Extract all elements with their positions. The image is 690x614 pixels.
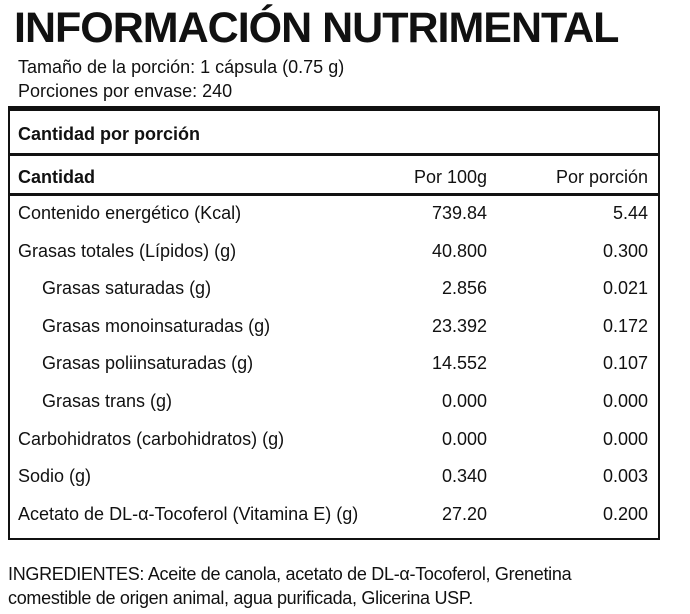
section-title: Cantidad por porción — [18, 124, 200, 144]
column-header: Por porción — [555, 167, 648, 187]
per-100g: 0.000 — [441, 391, 487, 411]
ingredients: INGREDIENTES: Aceite de canola, acetato … — [8, 564, 572, 584]
per-serving: 0.021 — [602, 278, 648, 299]
per-100g: 14.552 — [431, 353, 487, 374]
per-100g: 23.392 — [431, 315, 487, 336]
per-serving: 0.172 — [602, 315, 648, 336]
rule — [8, 193, 660, 196]
per-serving: 5.44 — [612, 203, 648, 223]
rule — [8, 538, 660, 540]
nutrient-name: Grasas totales (Lípidos) (g) — [18, 240, 237, 261]
nutrient-name: Acetato de DL-α-Tocoferol (Vitamina E) (… — [18, 503, 359, 524]
per-100g: 27.20 — [441, 503, 487, 524]
border — [8, 107, 10, 539]
nutrient-name: Carbohidratos (carbohidratos) (g) — [18, 428, 285, 449]
per-serving: 0.107 — [602, 353, 648, 374]
per-100g: 739.84 — [431, 203, 487, 223]
per-serving: 0.000 — [602, 428, 648, 449]
serving-size: Tamaño de la porción: 1 cápsula (0.75 g) — [18, 57, 345, 77]
border — [658, 107, 660, 539]
nutrient-name: Grasas poliinsaturadas (g) — [42, 353, 254, 374]
column-header: Por 100g — [413, 167, 487, 187]
per-100g: 0.000 — [441, 428, 487, 449]
nutrient-name: Grasas monoinsaturadas (g) — [42, 315, 271, 336]
per-serving: 0.200 — [602, 503, 648, 524]
column-header: Cantidad — [18, 167, 96, 187]
rule — [8, 106, 660, 111]
ingredients: comestible de origen animal, agua purifi… — [8, 588, 473, 608]
nutrient-name: Grasas saturadas (g) — [42, 278, 212, 299]
nutrient-name: Sodio (g) — [18, 466, 92, 487]
nutrient-name: Grasas trans (g) — [42, 391, 173, 411]
per-100g: 40.800 — [431, 240, 487, 261]
per-100g: 0.340 — [441, 466, 487, 487]
per-serving: 0.003 — [602, 466, 648, 487]
per-100g: 2.856 — [441, 278, 487, 299]
per-serving: 0.300 — [602, 240, 648, 261]
nutrient-name: Contenido energético (Kcal) — [18, 203, 242, 223]
servings-per-container: Porciones por envase: 240 — [18, 81, 233, 101]
rule — [8, 153, 660, 156]
per-serving: 0.000 — [602, 391, 648, 411]
title: INFORMACIÓN NUTRIMENTAL — [14, 4, 619, 52]
